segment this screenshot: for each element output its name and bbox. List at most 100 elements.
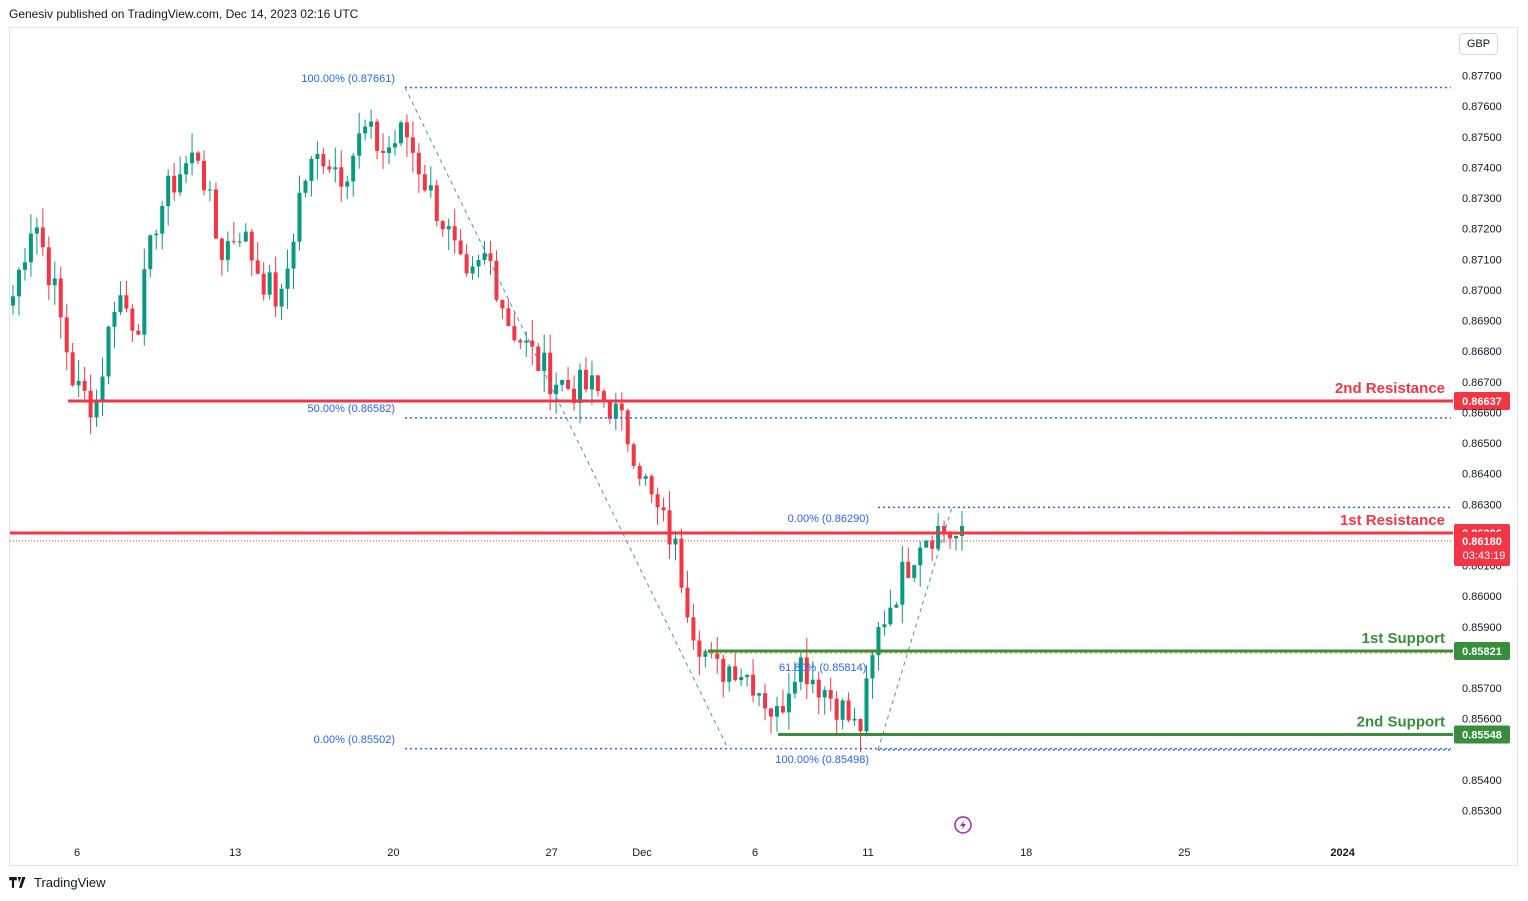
fib-trend-line (404, 87, 729, 749)
candle-body (667, 510, 672, 545)
candle-body (207, 189, 212, 191)
candle-body (88, 390, 93, 418)
candle-body (279, 288, 284, 307)
candle-body (219, 238, 224, 260)
candle-body (476, 259, 481, 267)
candle-body (852, 718, 857, 721)
candle-body (548, 352, 553, 395)
support-1-title: 1st Support (1362, 630, 1445, 647)
price-tick-label: 0.85400 (1462, 775, 1502, 787)
chart-frame (9, 27, 1518, 866)
candle-body (94, 400, 99, 418)
candle-body (703, 651, 708, 657)
candle-body (697, 640, 702, 657)
candle-body (506, 308, 511, 327)
candle-body (440, 221, 445, 230)
candle-body (130, 308, 135, 331)
candle-body (536, 346, 541, 371)
candle-body (291, 241, 296, 269)
price-tick-label: 0.87400 (1462, 162, 1502, 174)
candle-body (595, 375, 600, 392)
candle-body (757, 693, 762, 696)
candle-body (566, 380, 571, 389)
price-tick-label: 0.86300 (1462, 499, 1502, 511)
price-tick-label: 0.86600 (1462, 407, 1502, 419)
resistance-2-price-tag (1454, 392, 1510, 411)
candle-body (363, 126, 368, 134)
candle-body (589, 375, 594, 390)
candle-body (100, 376, 105, 401)
candle-body (960, 526, 964, 536)
fib-label: 61.80% (0.85814) (779, 662, 866, 674)
candle-body (685, 587, 690, 618)
price-tick-label: 0.86700 (1462, 377, 1502, 389)
candle-body (40, 227, 45, 248)
candle-body (249, 231, 254, 261)
candle-body (954, 535, 959, 539)
tradingview-logo-icon (9, 876, 26, 888)
candle-body (572, 388, 577, 403)
candle-body (178, 174, 183, 193)
time-tick-label: 6 (74, 847, 80, 859)
price-tick-label: 0.86800 (1462, 346, 1502, 358)
candle-body (416, 152, 421, 175)
candle-body (160, 206, 165, 234)
time-tick-label: 13 (229, 847, 241, 859)
candle-body (82, 380, 87, 391)
candle-body (190, 152, 195, 164)
candle-body (136, 330, 141, 335)
overlays-group: 100.00% (0.87661) 50.00% (0.86582) 0.00% (… (10, 73, 1510, 834)
fib-label: 100.00% (0.87661) (301, 73, 395, 85)
candle-body (882, 624, 887, 628)
current-price-tag (1454, 532, 1510, 566)
candle-body (243, 231, 248, 242)
candle-body (924, 540, 929, 548)
publisher-header: Genesiv published on TradingView.com, De… (9, 7, 359, 21)
candle-body (273, 272, 278, 307)
time-tick-label: 20 (387, 847, 399, 859)
candle-body (834, 698, 839, 720)
time-axis: 6 13 20 27 Dec 6 11 18 25 2024 (74, 847, 1356, 859)
candle-body (906, 561, 911, 578)
candle-body (583, 369, 588, 390)
candle-body (428, 185, 433, 191)
resistance-1-title: 1st Resistance (1340, 512, 1445, 529)
candle-body (607, 400, 612, 419)
candle-body (321, 153, 326, 167)
candle-body (482, 253, 487, 260)
candle-body (643, 476, 648, 479)
time-tick-label: Dec (632, 847, 652, 859)
fib-label: 0.00% (0.85502) (314, 734, 395, 746)
support-1-price-tag (1454, 641, 1510, 660)
resistance-2-price-label: 0.86637 (1462, 396, 1502, 408)
candle-body (488, 253, 493, 261)
candle-body (142, 269, 147, 335)
fib-label: 50.00% (0.86582) (308, 403, 395, 415)
candle-body (327, 166, 332, 170)
candle-body (16, 269, 21, 297)
candle-body (297, 192, 302, 242)
candle-body (948, 532, 953, 539)
candle-body (458, 240, 463, 255)
candle-body (404, 122, 409, 138)
price-tick-label: 0.85700 (1462, 683, 1502, 695)
candle-body (751, 674, 756, 696)
candle-body (876, 627, 881, 656)
candle-body (619, 403, 624, 411)
footer-brand: TradingView (9, 875, 106, 890)
candle-body (900, 561, 905, 605)
candles-group (11, 109, 964, 753)
candle-body (381, 150, 386, 153)
candle-body (840, 700, 845, 720)
candle-body (452, 226, 457, 241)
candle-body (34, 227, 39, 234)
candle-body (184, 163, 189, 175)
candle-body (422, 174, 427, 191)
time-tick-label: 25 (1178, 847, 1190, 859)
candle-body (804, 657, 809, 685)
current-price-label: 0.86180 (1462, 536, 1502, 548)
candle-body (930, 540, 935, 549)
resistance-2-title: 2nd Resistance (1335, 380, 1445, 397)
currency-button[interactable]: GBP (1459, 33, 1498, 55)
